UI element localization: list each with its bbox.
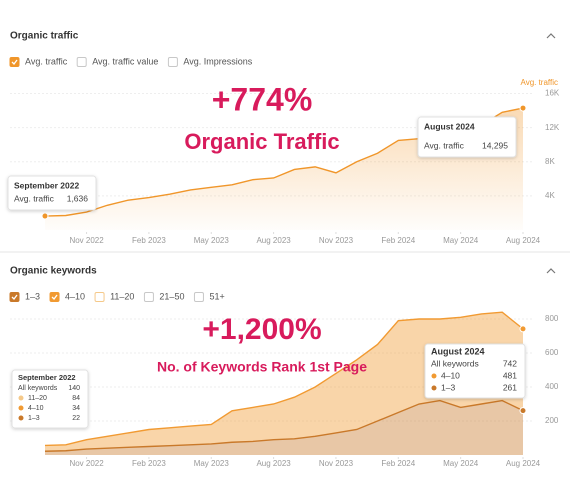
- line: [44, 311, 524, 447]
- tooltip-label: Avg. traffic: [14, 193, 55, 203]
- x-tick-label: May 2023: [194, 236, 230, 245]
- x-tick-label: Nov 2023: [319, 459, 354, 468]
- tooltip-swatch: [18, 395, 24, 401]
- tooltip-box: [11, 369, 89, 429]
- tooltip-label: 4–10: [28, 405, 44, 412]
- y-tick-label: 600: [545, 348, 559, 357]
- filter-checkbox[interactable]: [49, 292, 60, 302]
- tooltip-value: 261: [503, 382, 517, 392]
- filter-label[interactable]: Avg. traffic value: [92, 56, 158, 66]
- tooltip-swatch: [18, 405, 24, 411]
- area-fill: [45, 108, 523, 230]
- x-tick-label: Feb 2024: [381, 459, 415, 468]
- filter-checkbox[interactable]: [94, 292, 105, 302]
- tooltip-label: 1–3: [28, 415, 40, 422]
- headline: +1,200%: [202, 313, 321, 346]
- x-tick-label: Feb 2023: [132, 236, 166, 245]
- y-tick-label: 12K: [545, 123, 560, 132]
- y-tick-label: 200: [545, 416, 559, 425]
- point-marker: [519, 325, 527, 333]
- filter-checkbox[interactable]: [193, 292, 204, 302]
- line: [44, 399, 524, 452]
- filter-checkbox[interactable]: [9, 57, 20, 67]
- y-axis-label: Avg. traffic: [521, 78, 559, 87]
- y-tick-label: 800: [545, 314, 559, 323]
- panel-title: Organic keywords: [10, 266, 97, 277]
- x-tick-label: Feb 2024: [381, 236, 415, 245]
- tooltip-swatch: [18, 415, 24, 421]
- filter-checkbox[interactable]: [143, 292, 154, 302]
- tooltip-title: August 2024: [431, 346, 485, 356]
- tooltip-value: 14,295: [482, 140, 508, 150]
- tooltip-box: [7, 175, 97, 211]
- tooltip-value: 84: [72, 395, 80, 402]
- headline: +774%: [212, 81, 313, 117]
- y-tick-label: 4K: [545, 191, 555, 200]
- tooltip-value: 22: [72, 415, 80, 422]
- tooltip-value: 140: [68, 385, 80, 392]
- panel-title: Organic traffic: [10, 31, 79, 42]
- x-tick-label: Aug 2024: [506, 459, 541, 468]
- filter-label[interactable]: 51+: [209, 291, 224, 301]
- tooltip-value: 1,636: [67, 193, 89, 203]
- x-tick-label: Aug 2023: [256, 459, 291, 468]
- filter-label[interactable]: Avg. traffic: [25, 56, 68, 66]
- tooltip-label: 1–3: [441, 382, 455, 392]
- tooltip-value: 481: [503, 370, 517, 380]
- subhead: Organic Traffic: [184, 129, 339, 154]
- check-mark: [51, 294, 58, 300]
- check-mark: [11, 294, 18, 300]
- collapse-toggle[interactable]: [546, 268, 556, 274]
- tooltip-swatch: [431, 385, 437, 391]
- tooltip-label: 11–20: [28, 395, 47, 402]
- x-tick-label: May 2024: [443, 459, 479, 468]
- x-tick-label: Nov 2023: [319, 236, 354, 245]
- x-tick-label: Feb 2023: [132, 459, 166, 468]
- area-fill: [45, 400, 523, 455]
- area-fill: [45, 312, 523, 452]
- point-marker: [519, 104, 527, 112]
- filter-checkbox[interactable]: [9, 292, 20, 302]
- tooltip-box: [424, 343, 526, 399]
- filter-label[interactable]: Avg. Impressions: [183, 56, 252, 66]
- filter-checkbox[interactable]: [167, 57, 178, 67]
- y-tick-label: 8K: [545, 157, 555, 166]
- collapse-toggle[interactable]: [546, 33, 556, 39]
- x-tick-label: Aug 2023: [256, 236, 291, 245]
- tooltip-title: August 2024: [424, 121, 475, 131]
- tooltip-label: All keywords: [431, 358, 479, 368]
- point-marker: [519, 407, 527, 415]
- x-tick-label: Nov 2022: [69, 459, 104, 468]
- filter-label[interactable]: 11–20: [110, 291, 134, 301]
- subhead: No. of Keywords Rank 1st Page: [157, 359, 367, 375]
- x-tick-label: Aug 2024: [506, 236, 541, 245]
- point-marker: [41, 212, 49, 220]
- tooltip-value: 742: [503, 358, 517, 368]
- filter-label[interactable]: 1–3: [25, 291, 40, 301]
- filter-label[interactable]: 4–10: [65, 291, 85, 301]
- tooltip-label: Avg. traffic: [424, 140, 465, 150]
- filter-checkbox[interactable]: [76, 57, 87, 67]
- tooltip-label: All keywords: [18, 385, 58, 392]
- x-tick-label: Nov 2022: [69, 236, 104, 245]
- tooltip-swatch: [431, 373, 437, 379]
- tooltip-label: 4–10: [441, 370, 460, 380]
- tooltip-title: September 2022: [14, 180, 79, 190]
- filter-label[interactable]: 21–50: [159, 291, 184, 301]
- tooltip-title: September 2022: [18, 373, 76, 382]
- tooltip-value: 34: [72, 405, 80, 412]
- tooltip-box: [417, 116, 517, 158]
- x-tick-label: May 2024: [443, 236, 479, 245]
- x-tick-label: May 2023: [194, 459, 230, 468]
- y-tick-label: 400: [545, 382, 559, 391]
- y-tick-label: 16K: [545, 89, 560, 98]
- check-mark: [11, 59, 18, 65]
